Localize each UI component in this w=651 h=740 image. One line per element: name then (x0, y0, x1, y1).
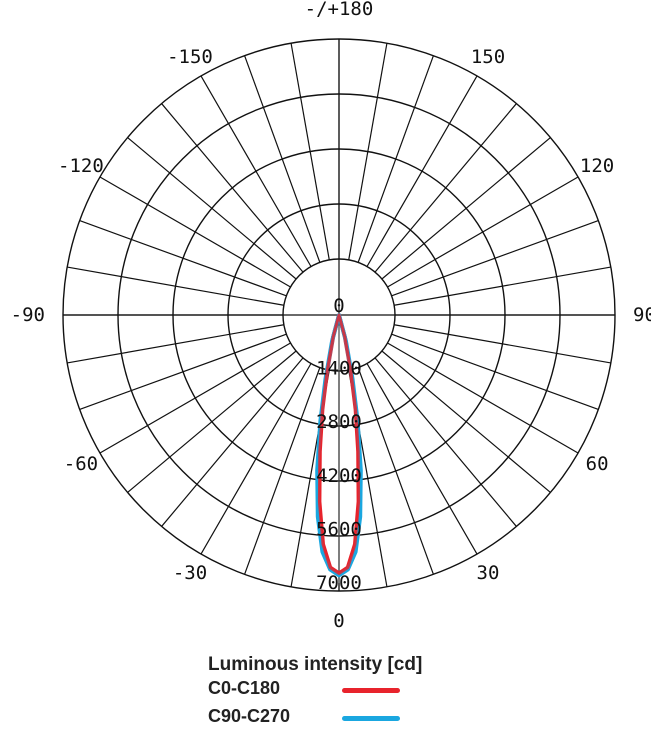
radial-tick-label: 1400 (316, 358, 362, 380)
grid-spoke (391, 220, 599, 297)
grid-spoke (200, 75, 312, 267)
angle-tick-label: -120 (58, 155, 104, 177)
grid-spoke (79, 220, 287, 297)
grid-spoke (366, 75, 478, 267)
radial-tick-label: 4200 (316, 465, 362, 487)
angle-tick-label: 30 (477, 562, 500, 584)
angle-tick-label: -60 (64, 453, 98, 475)
grid-spoke (357, 367, 434, 575)
angle-tick-label: 90 (633, 304, 651, 326)
grid-spoke (374, 357, 517, 527)
legend: Luminous intensity [cd] C0-C180 C90-C270 (208, 654, 468, 732)
legend-label: C0-C180 (208, 678, 281, 698)
grid-spoke (161, 357, 304, 527)
polar-grid (62, 38, 616, 592)
grid-spoke (200, 363, 312, 555)
legend-label: C90-C270 (208, 706, 291, 726)
grid-spoke (99, 176, 291, 288)
grid-spoke (290, 43, 330, 260)
radial-tick-label: 0 (333, 295, 344, 317)
grid-spoke (391, 333, 599, 410)
grid-spoke (381, 350, 551, 493)
legend-title: Luminous intensity [cd] (208, 654, 423, 675)
radial-tick-label: 2800 (316, 411, 362, 433)
angle-tick-label: -90 (11, 304, 45, 326)
grid-spoke (244, 367, 321, 575)
grid-spoke (127, 350, 297, 493)
legend-swatch (342, 716, 400, 721)
grid-spoke (79, 333, 287, 410)
series-line-overlay (317, 313, 361, 575)
angle-tick-label: 150 (471, 46, 505, 68)
angle-tick-label: 120 (580, 155, 614, 177)
grid-spoke (394, 324, 611, 364)
angle-tick-label: -30 (173, 562, 207, 584)
tick-labels: -/+180 150 120 90 60 30 0 -30 -60 -90 -120 -150 0 140… (11, 0, 651, 632)
legend-item-c90-c270: C90-C270 (208, 704, 468, 732)
radial-tick-label: 5600 (316, 518, 362, 540)
grid-spoke (357, 55, 434, 263)
grid-spoke (366, 363, 478, 555)
angle-tick-label: -150 (167, 46, 213, 68)
grid-spoke (127, 137, 297, 280)
angle-tick-label: 60 (586, 453, 609, 475)
grid-spoke (387, 176, 579, 288)
legend-swatch (342, 688, 400, 693)
angle-tick-label: -/+180 (305, 0, 374, 20)
grid-spoke (67, 324, 284, 364)
grid-spoke (161, 103, 304, 273)
grid-spoke (381, 137, 551, 280)
series-layer (315, 313, 363, 578)
grid-spoke (67, 266, 284, 306)
grid-spoke (348, 43, 388, 260)
grid-spoke (99, 342, 291, 454)
grid-spoke (374, 103, 517, 273)
grid-spoke (394, 266, 611, 306)
angle-tick-label: 0 (333, 610, 344, 632)
radial-tick-label: 7000 (316, 572, 362, 594)
grid-spoke (387, 342, 579, 454)
legend-item-c0-c180: C0-C180 (208, 676, 468, 704)
grid-spoke (244, 55, 321, 263)
